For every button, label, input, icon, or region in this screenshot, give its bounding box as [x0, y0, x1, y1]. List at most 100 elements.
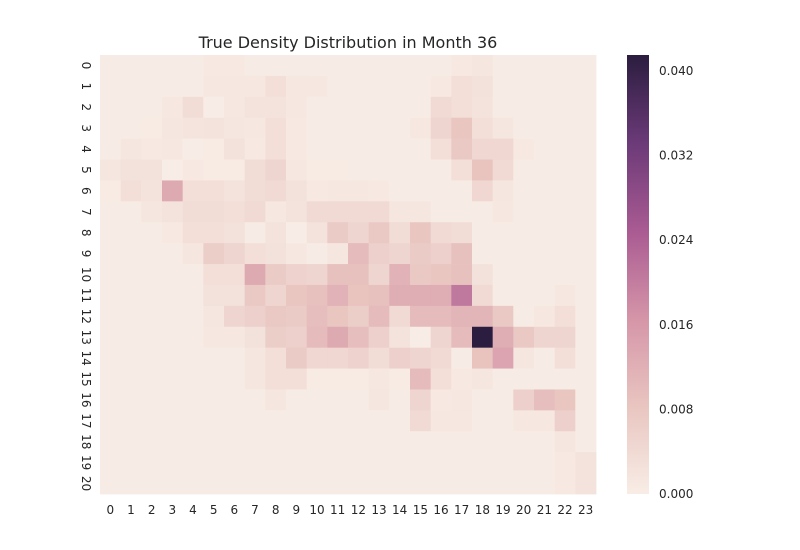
heatmap-cell — [244, 431, 266, 453]
heatmap-cell — [141, 222, 163, 244]
heatmap-cell — [389, 473, 411, 495]
heatmap-cell — [492, 117, 514, 140]
heatmap-cell — [513, 222, 535, 244]
heatmap-cell — [534, 452, 556, 474]
heatmap-cell — [286, 368, 308, 390]
heatmap-cell — [100, 431, 122, 453]
heatmap-cell — [348, 284, 370, 307]
heatmap-cell — [286, 389, 308, 411]
heatmap-cell — [554, 326, 576, 349]
heatmap-cell — [203, 410, 225, 432]
colorbar-ticks: 0.000 0.008 0.016 0.024 0.032 0.040 — [659, 64, 693, 501]
heatmap-cell — [534, 473, 556, 495]
heatmap-cell — [100, 347, 122, 369]
heatmap-cell — [120, 222, 142, 244]
heatmap-cell — [575, 243, 597, 265]
heatmap-cell — [182, 243, 204, 265]
heatmap-cell — [368, 222, 390, 244]
heatmap-cell — [410, 410, 432, 432]
heatmap-cell — [182, 431, 204, 453]
heatmap-cell — [224, 347, 246, 369]
heatmap-cell — [327, 75, 349, 98]
heatmap-cell — [472, 75, 494, 98]
heatmap-cell — [492, 222, 514, 244]
heatmap-cell — [286, 305, 308, 328]
heatmap-cell — [492, 284, 514, 307]
heatmap-cell — [389, 389, 411, 411]
heatmap-cell — [472, 159, 494, 181]
heatmap-cell — [534, 347, 556, 369]
heatmap-cell — [430, 326, 452, 349]
heatmap-cell — [368, 284, 390, 307]
heatmap-cell — [286, 473, 308, 495]
heatmap-cell — [203, 368, 225, 390]
heatmap-cell — [389, 284, 411, 307]
heatmap-cell — [348, 452, 370, 474]
x-tick-label: 17 — [454, 503, 469, 517]
heatmap-cell — [554, 473, 576, 495]
heatmap-cell — [534, 180, 556, 202]
heatmap-cell — [244, 410, 266, 432]
heatmap-cell — [162, 473, 184, 495]
heatmap-cell — [203, 264, 225, 286]
x-tick-label: 5 — [210, 503, 218, 517]
heatmap-cell — [120, 305, 142, 328]
heatmap-cell — [120, 410, 142, 432]
heatmap-cell — [141, 201, 163, 223]
heatmap-cell — [513, 138, 535, 160]
heatmap-cell — [141, 243, 163, 265]
y-tick-label: 19 — [79, 455, 93, 470]
y-tick-label: 5 — [79, 166, 93, 174]
heatmap-cell — [182, 138, 204, 160]
heatmap-cell — [141, 55, 163, 77]
heatmap-cell — [513, 305, 535, 328]
heatmap-cell — [182, 305, 204, 328]
heatmap-cell — [513, 75, 535, 98]
heatmap-cell — [203, 117, 225, 140]
heatmap-cell — [265, 180, 287, 202]
heatmap-cell — [368, 180, 390, 202]
heatmap-cell — [182, 326, 204, 349]
heatmap-cell — [224, 180, 246, 202]
heatmap-cell — [430, 243, 452, 265]
heatmap-cell — [368, 117, 390, 140]
heatmap-cell — [534, 368, 556, 390]
heatmap-cell — [451, 264, 473, 286]
y-tick-label: 0 — [79, 62, 93, 70]
heatmap-cell — [410, 75, 432, 98]
heatmap-cell — [348, 473, 370, 495]
heatmap-cell — [451, 347, 473, 369]
heatmap-cell — [141, 326, 163, 349]
heatmap-cell — [162, 96, 184, 119]
heatmap-cell — [286, 138, 308, 160]
heatmap-cell — [327, 347, 349, 369]
heatmap-cell — [492, 159, 514, 181]
heatmap-cell — [348, 326, 370, 349]
heatmap-cell — [554, 243, 576, 265]
heatmap-cell — [472, 410, 494, 432]
heatmap-cell — [306, 138, 328, 160]
heatmap-cell — [534, 96, 556, 119]
heatmap-cell — [430, 138, 452, 160]
heatmap-cell — [348, 55, 370, 77]
heatmap-cell — [492, 264, 514, 286]
heatmap-cell — [120, 180, 142, 202]
heatmap-cell — [120, 347, 142, 369]
heatmap-cell — [203, 180, 225, 202]
heatmap-cell — [286, 284, 308, 307]
heatmap-cell — [554, 55, 576, 77]
x-tick-label: 4 — [189, 503, 197, 517]
heatmap-cell — [306, 75, 328, 98]
heatmap-cell — [451, 117, 473, 140]
heatmap-cell — [554, 368, 576, 390]
y-tick-label: 7 — [79, 208, 93, 216]
heatmap-cell — [120, 389, 142, 411]
heatmap-cell — [265, 222, 287, 244]
heatmap-cell — [534, 222, 556, 244]
heatmap-cell — [224, 159, 246, 181]
heatmap-cell — [265, 326, 287, 349]
heatmap-cell — [492, 243, 514, 265]
heatmap-cell — [100, 117, 122, 140]
heatmap-cell — [203, 284, 225, 307]
